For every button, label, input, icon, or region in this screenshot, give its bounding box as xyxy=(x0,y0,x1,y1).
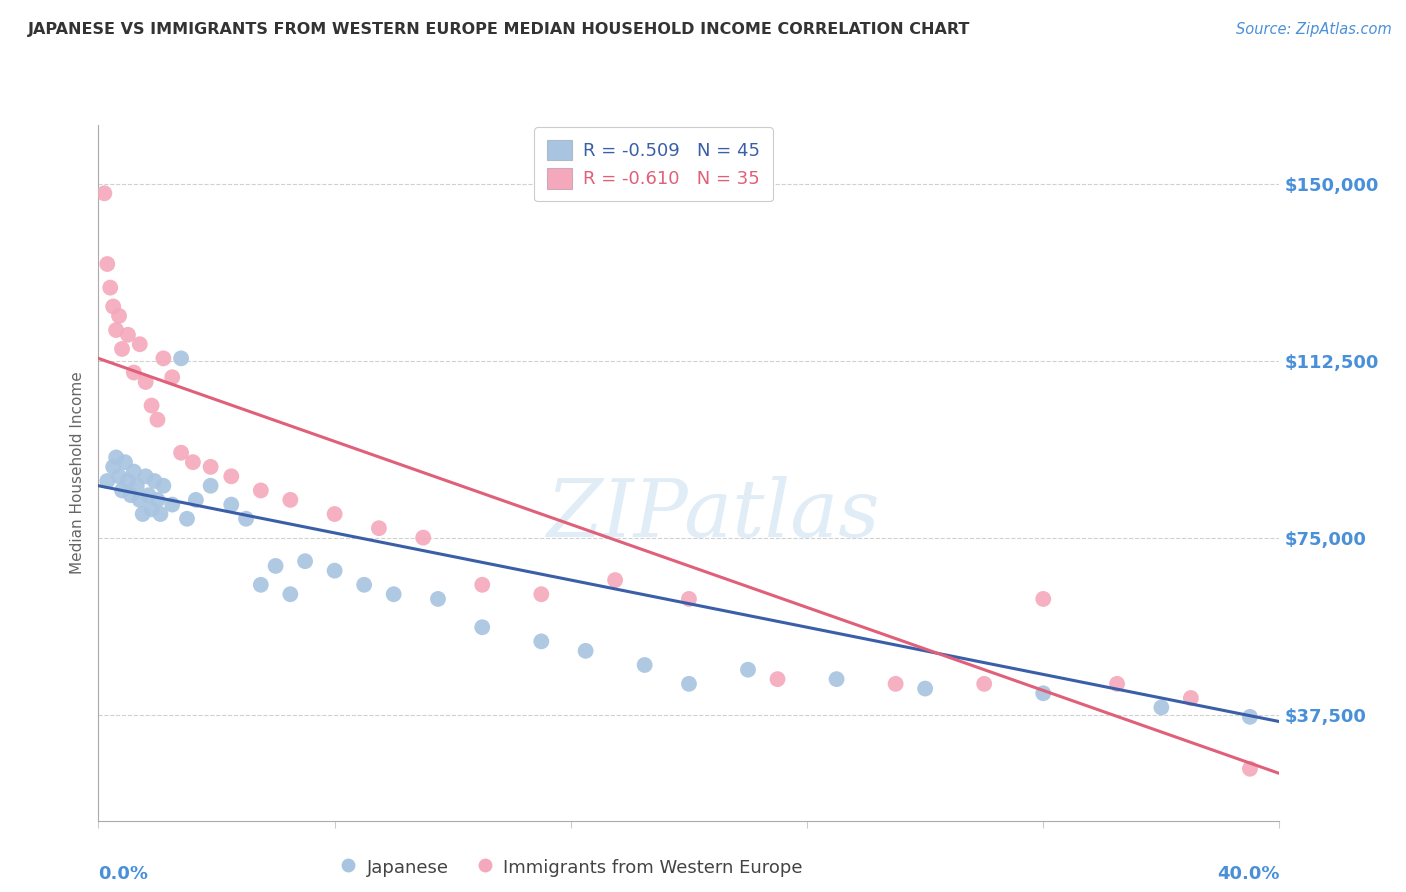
Point xyxy=(170,446,193,460)
Point xyxy=(170,351,193,366)
Point xyxy=(103,300,125,314)
Point xyxy=(1239,710,1261,724)
Point xyxy=(737,663,759,677)
Point xyxy=(117,327,139,342)
Text: JAPANESE VS IMMIGRANTS FROM WESTERN EUROPE MEDIAN HOUSEHOLD INCOME CORRELATION C: JAPANESE VS IMMIGRANTS FROM WESTERN EURO… xyxy=(28,22,970,37)
Point xyxy=(149,507,172,521)
Point xyxy=(146,413,169,427)
Text: ZIPatlas: ZIPatlas xyxy=(546,475,879,553)
Point xyxy=(250,578,273,592)
Point xyxy=(111,342,134,356)
Point xyxy=(323,564,346,578)
Point xyxy=(103,459,125,474)
Point xyxy=(427,591,450,606)
Point xyxy=(1105,677,1128,691)
Point xyxy=(93,186,115,201)
Point xyxy=(96,474,118,488)
Point xyxy=(108,309,131,323)
Point xyxy=(184,492,207,507)
Point xyxy=(471,578,494,592)
Point xyxy=(574,644,596,658)
Text: Source: ZipAtlas.com: Source: ZipAtlas.com xyxy=(1236,22,1392,37)
Point xyxy=(128,337,150,351)
Point xyxy=(471,620,494,634)
Point xyxy=(125,479,148,493)
Point xyxy=(117,474,139,488)
Point xyxy=(152,479,174,493)
Point xyxy=(98,280,121,294)
Point xyxy=(114,455,136,469)
Point xyxy=(105,450,128,465)
Text: 40.0%: 40.0% xyxy=(1218,865,1279,883)
Point xyxy=(132,507,155,521)
Point xyxy=(143,474,166,488)
Point xyxy=(219,469,242,483)
Y-axis label: Median Household Income: Median Household Income xyxy=(69,371,84,574)
Point xyxy=(135,375,157,389)
Point xyxy=(633,657,655,672)
Point xyxy=(530,634,553,648)
Point xyxy=(264,558,287,573)
Point xyxy=(122,465,145,479)
Point xyxy=(108,469,131,483)
Point xyxy=(200,479,222,493)
Point xyxy=(412,531,434,545)
Point xyxy=(1180,691,1202,706)
Point xyxy=(128,492,150,507)
Point xyxy=(914,681,936,696)
Legend: Japanese, Immigrants from Western Europe: Japanese, Immigrants from Western Europe xyxy=(332,849,810,885)
Point xyxy=(1150,700,1173,714)
Point xyxy=(250,483,273,498)
Point xyxy=(219,498,242,512)
Point xyxy=(382,587,405,601)
Point xyxy=(678,591,700,606)
Point xyxy=(530,587,553,601)
Point xyxy=(294,554,316,568)
Point xyxy=(884,677,907,691)
Point xyxy=(120,488,142,502)
Point xyxy=(678,677,700,691)
Point xyxy=(122,366,145,380)
Point xyxy=(353,578,375,592)
Point xyxy=(605,573,627,587)
Point xyxy=(235,512,257,526)
Point xyxy=(200,459,222,474)
Point xyxy=(1032,686,1054,700)
Point xyxy=(146,492,169,507)
Point xyxy=(111,483,134,498)
Point xyxy=(96,257,118,271)
Point xyxy=(141,399,163,413)
Point xyxy=(766,672,789,686)
Point xyxy=(368,521,391,535)
Point xyxy=(141,502,163,516)
Point xyxy=(323,507,346,521)
Point xyxy=(181,455,204,469)
Point xyxy=(973,677,995,691)
Point xyxy=(162,498,183,512)
Point xyxy=(825,672,848,686)
Point xyxy=(105,323,128,337)
Point xyxy=(1032,591,1054,606)
Text: 0.0%: 0.0% xyxy=(98,865,149,883)
Point xyxy=(278,492,302,507)
Point xyxy=(278,587,302,601)
Point xyxy=(176,512,198,526)
Point xyxy=(152,351,174,366)
Point xyxy=(162,370,183,384)
Point xyxy=(138,488,160,502)
Point xyxy=(135,469,157,483)
Point xyxy=(1239,762,1261,776)
